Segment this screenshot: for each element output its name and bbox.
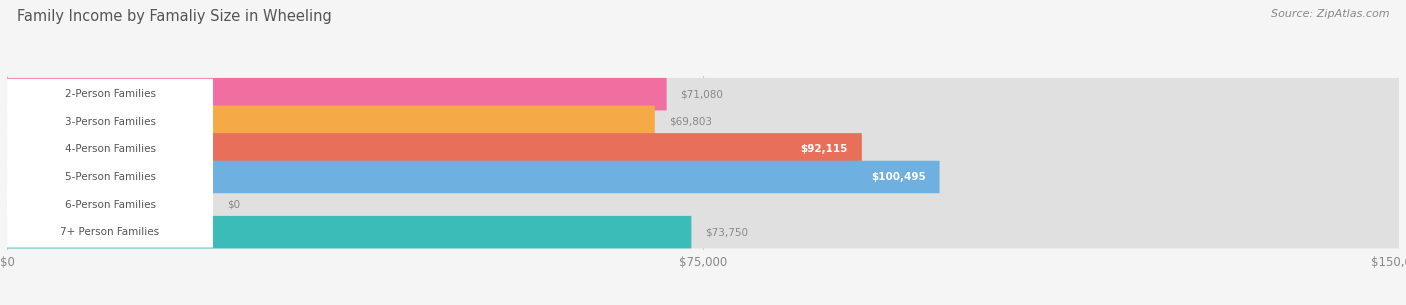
FancyBboxPatch shape (7, 106, 1399, 138)
Text: 6-Person Families: 6-Person Families (65, 199, 156, 210)
Text: 5-Person Families: 5-Person Families (65, 172, 156, 182)
FancyBboxPatch shape (7, 216, 692, 248)
FancyBboxPatch shape (7, 216, 1399, 248)
Text: Family Income by Famaliy Size in Wheeling: Family Income by Famaliy Size in Wheelin… (17, 9, 332, 24)
FancyBboxPatch shape (7, 106, 655, 138)
Text: Source: ZipAtlas.com: Source: ZipAtlas.com (1271, 9, 1389, 19)
Text: 3-Person Families: 3-Person Families (65, 117, 156, 127)
Text: $71,080: $71,080 (681, 89, 724, 99)
FancyBboxPatch shape (7, 161, 1399, 193)
Text: $0: $0 (226, 199, 240, 210)
FancyBboxPatch shape (7, 78, 1399, 110)
FancyBboxPatch shape (7, 79, 214, 109)
Text: $69,803: $69,803 (669, 117, 711, 127)
Text: $73,750: $73,750 (706, 227, 748, 237)
FancyBboxPatch shape (7, 106, 214, 137)
FancyBboxPatch shape (7, 133, 862, 166)
Text: 2-Person Families: 2-Person Families (65, 89, 156, 99)
FancyBboxPatch shape (7, 161, 939, 193)
Text: $100,495: $100,495 (870, 172, 925, 182)
Text: 4-Person Families: 4-Person Families (65, 144, 156, 154)
Text: $92,115: $92,115 (800, 144, 848, 154)
FancyBboxPatch shape (7, 134, 214, 165)
Text: 7+ Person Families: 7+ Person Families (60, 227, 160, 237)
FancyBboxPatch shape (7, 133, 1399, 166)
FancyBboxPatch shape (7, 217, 214, 248)
FancyBboxPatch shape (7, 162, 214, 192)
FancyBboxPatch shape (7, 78, 666, 110)
FancyBboxPatch shape (7, 188, 1399, 221)
FancyBboxPatch shape (7, 189, 214, 220)
